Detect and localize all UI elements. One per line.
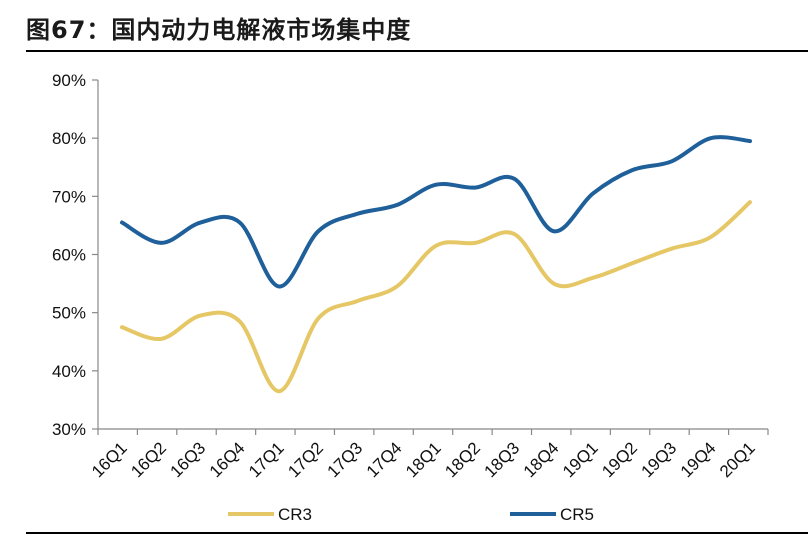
x-tick-label: 17Q1 [245, 438, 288, 481]
title-divider [26, 50, 808, 52]
x-tick-label: 19Q4 [677, 438, 720, 481]
legend-label-cr5: CR5 [560, 505, 594, 524]
x-tick-label: 20Q1 [716, 438, 759, 481]
x-tick-label: 16Q1 [88, 438, 131, 481]
axes [97, 80, 768, 430]
x-tick-label: 16Q3 [166, 438, 209, 481]
x-tick-label: 17Q4 [363, 438, 406, 481]
chart-title: 图67：国内动力电解液市场集中度 [26, 16, 412, 44]
x-tick-label: 19Q3 [637, 438, 680, 481]
x-tick-label: 18Q3 [480, 438, 523, 481]
x-tick-label: 18Q4 [520, 438, 563, 481]
y-tick-label: 60% [52, 246, 86, 265]
x-tick-label: 17Q2 [284, 438, 327, 481]
x-tick-label: 16Q2 [127, 438, 170, 481]
series-lines [120, 135, 752, 394]
legend: CR3 CR5 [228, 505, 594, 524]
y-tick-label: 30% [52, 420, 86, 439]
y-tick-label: 40% [52, 362, 86, 381]
y-axis-ticks: 30% 40% 50% 60% 70% 80% 90% [52, 71, 98, 439]
x-tick-label: 19Q1 [559, 438, 602, 481]
x-axis-ticks: 16Q116Q216Q316Q417Q117Q217Q317Q418Q118Q2… [88, 429, 769, 481]
x-tick-label: 17Q3 [323, 438, 366, 481]
x-tick-label: 19Q2 [598, 438, 641, 481]
y-tick-label: 50% [52, 304, 86, 323]
y-tick-label: 80% [52, 129, 86, 148]
x-tick-label: 16Q4 [206, 438, 249, 481]
y-tick-label: 90% [52, 71, 86, 90]
bottom-divider [26, 532, 808, 534]
series-line-cr5 [120, 135, 752, 289]
x-tick-label: 18Q2 [441, 438, 484, 481]
x-tick-label: 18Q1 [402, 438, 445, 481]
legend-label-cr3: CR3 [278, 505, 312, 524]
series-line-cr3 [120, 200, 752, 394]
y-tick-label: 70% [52, 187, 86, 206]
